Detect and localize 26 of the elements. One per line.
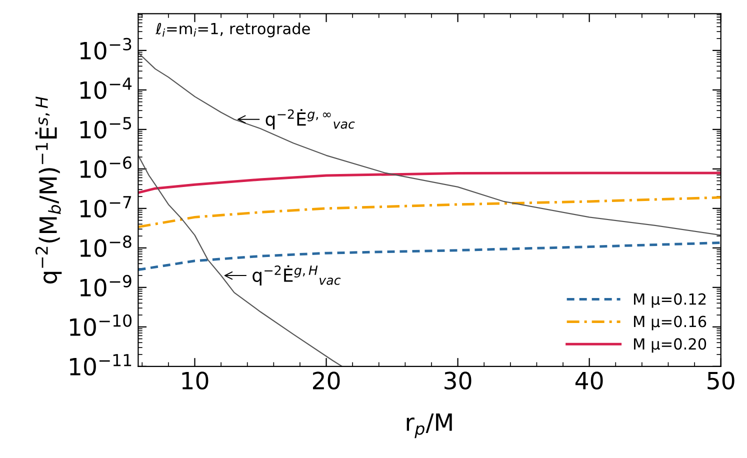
y-tick-label: 10$^{−5}$ xyxy=(80,117,132,139)
y-tick-label: 10$^{−6}$ xyxy=(80,156,132,178)
annotation: q$^{−2}$Ė$^{g,∞}$$_{vac}$ xyxy=(266,109,355,130)
y-tick-label: 10$^{−10}$ xyxy=(70,314,132,336)
legend-label: M μ=0.12 xyxy=(634,293,706,308)
annotation: q$^{−2}$Ė$^{g,H}$$_{vac}$ xyxy=(252,265,341,286)
x-tick-label: 30 xyxy=(444,372,472,390)
y-tick-label: 10$^{−4}$ xyxy=(80,78,132,100)
x-tick-label: 40 xyxy=(575,372,603,390)
y-tick-label: 10$^{−7}$ xyxy=(80,196,132,218)
line-series xyxy=(138,52,721,236)
y-axis-title: q$^{−2}$(M$_{b}$/M)$^{−1}$Ė$^{s,H}$ xyxy=(35,96,62,284)
annotation: ℓ$_{i}$=m$_{i}$=1, retrograde xyxy=(155,22,310,38)
legend-label: M μ=0.20 xyxy=(634,338,706,353)
y-tick-label: 10$^{−8}$ xyxy=(80,235,132,258)
line-series xyxy=(138,154,343,366)
y-tick-label: 10$^{−11}$ xyxy=(70,354,132,376)
line-series xyxy=(138,196,721,228)
x-tick-label: 20 xyxy=(312,372,340,390)
y-tick-label: 10$^{−9}$ xyxy=(80,274,132,297)
legend-label: M μ=0.16 xyxy=(634,316,706,330)
x-tick-label: 10 xyxy=(182,372,208,390)
y-tick-label: 10$^{−3}$ xyxy=(80,38,132,60)
x-tick-label: 50 xyxy=(708,372,734,390)
x-axis-title: r$_{p}$/M xyxy=(406,414,452,438)
line-series xyxy=(138,172,721,194)
